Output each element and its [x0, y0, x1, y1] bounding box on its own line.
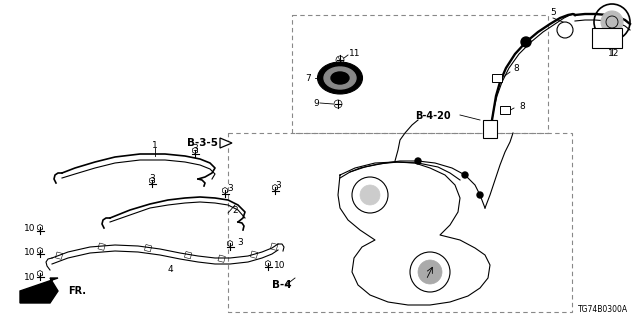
Bar	[218, 255, 225, 262]
Text: 2: 2	[232, 205, 238, 214]
Ellipse shape	[324, 67, 356, 89]
Text: FR.: FR.	[68, 286, 86, 296]
Text: 12: 12	[608, 49, 620, 58]
Text: 10: 10	[24, 274, 36, 283]
Bar	[292, 15, 548, 133]
Circle shape	[415, 158, 421, 164]
Circle shape	[418, 260, 442, 284]
Text: B-4-20: B-4-20	[415, 111, 451, 121]
Bar	[483, 120, 497, 138]
Text: B-4: B-4	[272, 280, 292, 290]
Bar	[184, 252, 192, 259]
Text: 10: 10	[24, 247, 36, 257]
Text: 7: 7	[305, 74, 311, 83]
Bar	[228, 133, 572, 312]
Text: 3: 3	[237, 237, 243, 246]
Text: 3: 3	[192, 143, 198, 153]
Polygon shape	[20, 278, 58, 303]
Bar	[492, 74, 502, 82]
Ellipse shape	[317, 62, 362, 94]
Text: 5: 5	[550, 7, 556, 17]
Polygon shape	[220, 138, 232, 148]
Text: 8: 8	[519, 101, 525, 110]
Text: TG74B0300A: TG74B0300A	[578, 305, 628, 314]
Text: 3: 3	[227, 183, 233, 193]
Text: 8: 8	[513, 63, 519, 73]
Bar	[250, 251, 258, 258]
Text: 3: 3	[275, 180, 281, 189]
Text: B-3-5: B-3-5	[187, 138, 218, 148]
Text: 6: 6	[595, 28, 601, 36]
Text: 10: 10	[24, 223, 36, 233]
Circle shape	[360, 185, 380, 205]
Text: 1: 1	[152, 140, 158, 149]
Circle shape	[477, 192, 483, 198]
Circle shape	[462, 172, 468, 178]
Bar	[500, 106, 510, 114]
Ellipse shape	[331, 72, 349, 84]
Circle shape	[521, 37, 531, 47]
Text: 11: 11	[349, 49, 361, 58]
Circle shape	[601, 11, 623, 33]
Text: 9: 9	[313, 99, 319, 108]
Text: 4: 4	[167, 266, 173, 275]
Text: 10: 10	[275, 260, 285, 269]
Bar	[145, 244, 152, 252]
Bar	[592, 28, 622, 48]
Text: 3: 3	[149, 173, 155, 182]
Bar	[56, 252, 63, 259]
Bar	[271, 243, 278, 250]
Bar	[98, 243, 106, 250]
